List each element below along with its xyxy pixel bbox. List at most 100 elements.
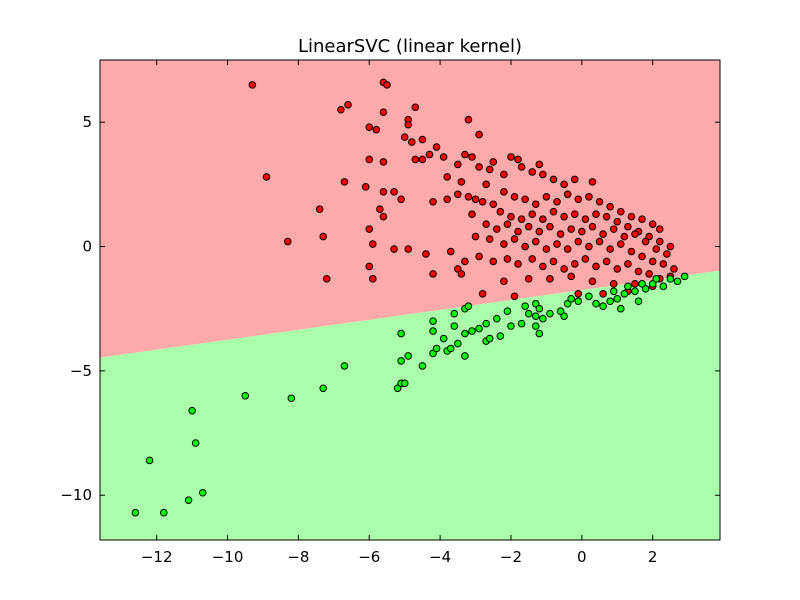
red-class-point [514,155,522,164]
green-class-point [400,379,409,388]
red-class-point [574,195,583,204]
green-class-point [429,317,437,325]
green-class-point [531,299,540,308]
upper-decision-region [100,60,720,358]
red-class-point [315,205,324,214]
red-class-point [500,240,508,248]
red-class-point [376,205,384,214]
red-class-point [531,237,540,246]
red-class-point [655,237,664,246]
green-class-point [191,439,200,447]
red-class-point [471,195,480,204]
green-class-point [188,406,196,415]
green-class-point [641,285,650,293]
red-class-point [563,190,572,199]
red-class-point [613,217,622,226]
green-class-point [184,496,193,505]
y-tick-label: 5 [82,113,92,131]
red-class-point [372,125,381,134]
red-class-point [609,225,618,233]
red-class-point [489,257,498,266]
red-class-point [454,265,462,273]
red-class-point [663,250,671,258]
red-class-point [507,153,515,161]
red-class-point [475,252,483,261]
red-class-point [570,260,579,268]
red-class-point [549,207,558,216]
red-class-point [567,225,576,233]
red-class-point [570,210,579,218]
green-class-point [613,294,622,303]
red-class-point [624,260,632,268]
green-class-point [131,508,140,517]
green-class-point [482,319,490,328]
red-class-point [457,178,466,186]
red-class-point [528,255,537,263]
red-class-point [248,81,257,89]
red-class-point [546,222,554,231]
red-class-point [627,212,636,221]
green-class-point [496,332,505,340]
green-class-point [159,508,168,517]
y-tick-label: 0 [82,238,92,256]
red-class-point [521,195,529,204]
plot-area [100,60,720,540]
red-class-point [553,197,561,206]
green-class-point [648,280,657,288]
green-class-point [340,362,349,370]
x-tick-label: −4 [429,548,451,566]
green-class-point [461,352,469,360]
red-class-point [400,133,409,141]
red-class-point [446,247,455,256]
red-class-point [478,197,487,206]
red-class-point [454,160,462,169]
red-class-point [429,270,437,278]
green-class-point [503,307,512,315]
red-class-point [574,289,583,298]
red-class-point [517,163,526,171]
red-class-point [397,195,405,204]
red-class-point [560,212,568,221]
x-tick-label: −10 [212,548,244,566]
red-class-point [500,188,508,196]
green-class-point [574,297,583,306]
green-class-point [556,307,565,315]
red-class-point [659,260,668,268]
axis-ticks: −12 −10 −8 −6 −4 −2 0 2 5 0 −5 −10 [60,60,720,566]
green-class-point [517,319,526,328]
red-class-point [510,292,519,301]
red-class-point [521,242,529,251]
red-class-point [581,255,590,263]
green-class-point [606,297,614,306]
red-class-point [595,197,604,206]
green-class-point [429,327,437,335]
red-class-point [531,200,540,209]
red-class-point [560,265,568,273]
red-class-point [638,252,646,261]
green-class-point [634,297,643,306]
red-class-point [609,280,618,288]
green-class-point [493,314,501,323]
red-class-point [542,245,551,253]
red-class-point [588,178,597,186]
y-tick-label: −5 [70,362,92,380]
red-class-point [539,170,547,179]
red-class-point [648,257,657,266]
green-class-point [145,456,154,465]
chart-title: LinearSVC (linear kernel) [298,36,522,57]
red-class-point [468,210,476,218]
red-class-point [652,245,661,253]
red-class-point [322,275,331,283]
red-class-point [262,173,271,181]
green-class-point [418,362,427,370]
red-class-point [379,188,388,196]
red-class-point [461,150,469,159]
red-class-point [365,225,374,233]
green-class-point [524,309,533,318]
red-class-point [553,240,561,248]
green-class-point [617,304,625,313]
red-class-point [606,245,614,253]
red-class-point [283,237,292,246]
red-class-point [510,192,519,201]
green-class-point [450,322,459,330]
